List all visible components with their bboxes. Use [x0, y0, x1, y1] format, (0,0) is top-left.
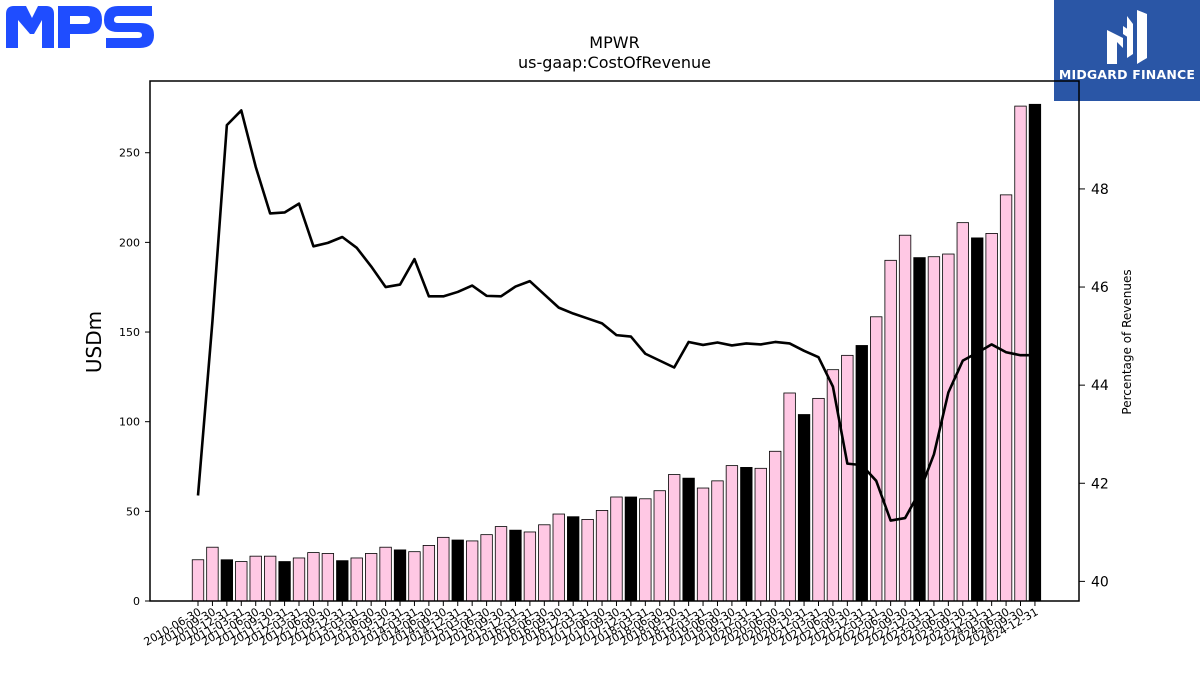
y-tick-label: 100 — [119, 416, 140, 429]
bar-2020-12-31 — [797, 414, 811, 602]
bar-2014-06-30 — [422, 545, 436, 602]
mps-logo-s-shape — [104, 6, 154, 48]
bar-2023-06-30 — [942, 253, 955, 602]
bar-2022-12-31 — [913, 257, 926, 602]
y-tick-label: 0 — [133, 595, 140, 608]
bar-2024-06-30 — [999, 194, 1013, 602]
bar-2017-03-31 — [581, 519, 594, 602]
y2-tick-label: 42 — [1091, 476, 1109, 492]
bar-2013-09-30 — [379, 546, 392, 602]
midgard-finance-wordmark: MIDGARD FINANCE — [1058, 67, 1196, 82]
bar-2023-09-30 — [956, 222, 969, 602]
y-tick-label: 50 — [126, 505, 140, 518]
bar-2013-03-31 — [350, 557, 363, 602]
mps-logo-m-shape — [6, 6, 54, 48]
bar-2011-06-30 — [249, 555, 262, 602]
bar-2019-06-30 — [711, 480, 724, 602]
bar-series — [191, 103, 1042, 602]
bar-2012-12-31 — [336, 560, 349, 602]
bar-2015-09-30 — [494, 526, 508, 602]
mps-logo-p-shape — [58, 6, 102, 48]
bar-2017-09-30 — [610, 496, 623, 602]
bar-2012-03-31 — [292, 557, 306, 602]
y2-tick-label: 40 — [1091, 574, 1109, 590]
bar-2015-03-31 — [466, 540, 479, 602]
y2-tick-label: 46 — [1091, 280, 1109, 296]
bar-2024-12-31 — [1028, 103, 1042, 602]
bar-2021-03-31 — [812, 397, 825, 602]
bar-2024-03-31 — [985, 233, 998, 602]
bar-2015-06-30 — [480, 534, 493, 602]
bar-2021-12-31 — [855, 345, 868, 602]
y2-tick-label: 48 — [1091, 182, 1109, 198]
bar-2022-06-30 — [884, 259, 897, 602]
midgard-emblem-icon — [1107, 10, 1147, 64]
bar-2017-06-30 — [595, 510, 609, 602]
bar-2019-03-31 — [696, 487, 710, 602]
bar-2019-09-30 — [725, 465, 739, 602]
bar-2020-03-31 — [754, 467, 767, 602]
bar-2010-06-30 — [191, 559, 205, 602]
chart-subtitle: us-gaap:CostOfRevenue — [518, 53, 711, 72]
bar-2014-03-31 — [408, 551, 421, 602]
bar-2017-12-31 — [624, 496, 638, 602]
y2-axis-label: Percentage of Revenues — [1120, 269, 1134, 414]
axes: 05010015020025040424446482010-06-302010-… — [119, 80, 1109, 649]
bar-2018-12-31 — [682, 477, 695, 602]
bar-2015-12-31 — [509, 529, 522, 602]
bar-2022-03-31 — [870, 316, 883, 602]
y-tick-label: 150 — [119, 326, 140, 339]
bar-2016-09-30 — [552, 513, 565, 602]
bar-2013-06-30 — [365, 553, 378, 602]
percentage-line-series — [196, 109, 1035, 522]
bar-2011-12-31 — [278, 561, 291, 602]
bar-2011-03-31 — [235, 561, 248, 602]
y-tick-label: 200 — [119, 236, 140, 249]
plot-frame — [149, 80, 1080, 602]
bar-2014-09-30 — [437, 536, 450, 602]
bar-2016-12-31 — [567, 516, 580, 602]
mps-logo — [4, 4, 156, 54]
chart-title: MPWR — [589, 33, 639, 52]
bar-2020-06-30 — [769, 450, 782, 602]
bar-2021-09-30 — [841, 354, 854, 602]
y-axis-label: USDm — [82, 311, 106, 373]
bar-2010-12-31 — [220, 559, 234, 602]
bar-2012-09-30 — [321, 553, 335, 602]
bar-2018-03-31 — [639, 498, 652, 602]
bar-2014-12-31 — [451, 539, 464, 602]
bar-2019-12-31 — [740, 467, 753, 602]
bar-2012-06-30 — [307, 552, 320, 602]
bar-2022-09-30 — [898, 234, 912, 602]
percentage-of-revenue-line — [196, 109, 1035, 522]
bar-2013-12-31 — [393, 549, 407, 602]
bar-2023-03-31 — [927, 256, 941, 602]
bar-2010-09-30 — [206, 546, 219, 602]
bar-2023-12-31 — [971, 237, 984, 602]
bar-2016-06-30 — [538, 524, 551, 602]
bar-2018-09-30 — [668, 474, 681, 602]
bar-2020-09-30 — [783, 392, 796, 602]
y-tick-label: 250 — [119, 147, 140, 160]
bar-2018-06-30 — [653, 490, 666, 602]
y2-tick-label: 44 — [1091, 378, 1109, 394]
bar-2011-09-30 — [263, 555, 277, 602]
bar-2016-03-31 — [523, 531, 537, 602]
